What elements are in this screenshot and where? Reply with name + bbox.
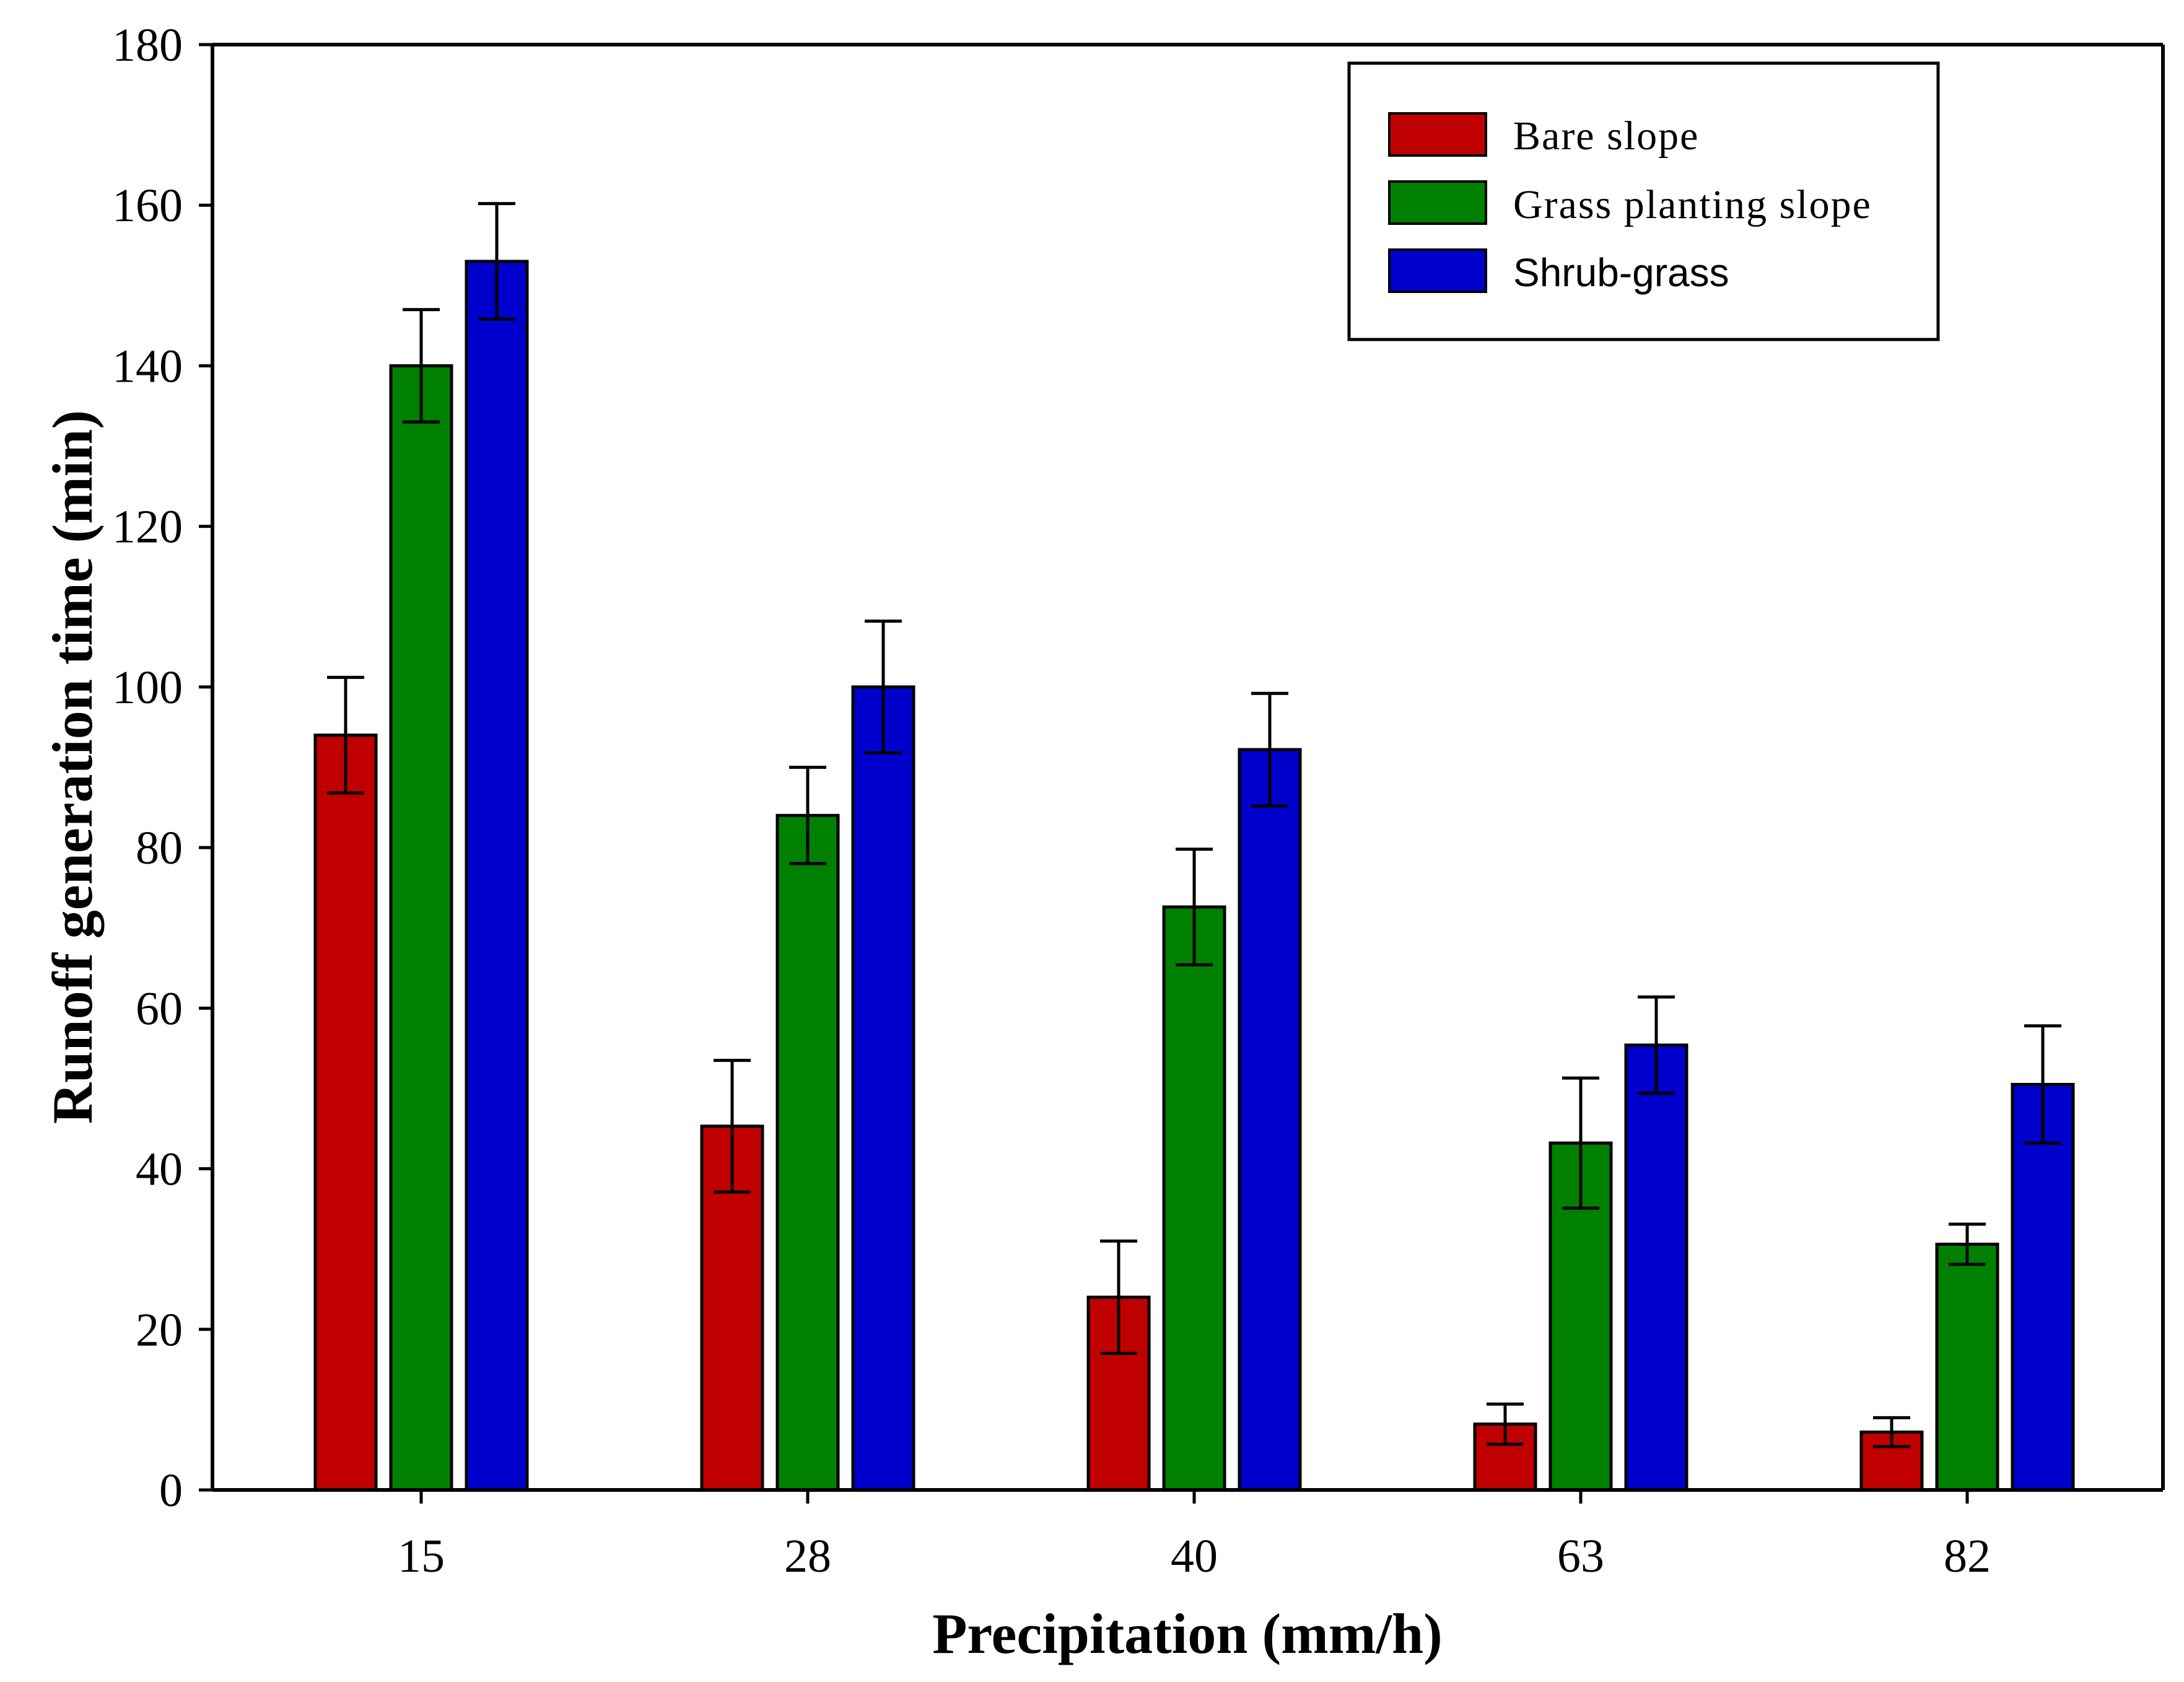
- error-bar-grass-planting-slope-15: [403, 308, 440, 424]
- error-bar-bare-slope-15: [327, 675, 364, 795]
- legend-swatch-bare-slope: [1388, 112, 1487, 157]
- error-bar-shrub-grass-40: [1251, 691, 1288, 808]
- error-bar-shrub-grass-28: [865, 620, 902, 755]
- error-bar-shrub-grass-63: [1638, 995, 1675, 1095]
- error-bar-grass-planting-slope-82: [1949, 1222, 1986, 1266]
- error-bar-grass-planting-slope-28: [789, 766, 826, 865]
- axes-layer: [211, 43, 2165, 1492]
- x-tick-label: 82: [1944, 1530, 1991, 1582]
- y-tick-label: 20: [136, 1304, 183, 1356]
- error-bar-bare-slope-28: [714, 1059, 751, 1194]
- y-axis-title: Runoff generation time (min): [41, 410, 104, 1124]
- error-bar-bare-slope-82: [1873, 1416, 1910, 1448]
- error-bars-layer: [327, 202, 2061, 1448]
- x-tick-label: 28: [784, 1530, 831, 1582]
- y-tick-label: 0: [159, 1465, 183, 1517]
- y-tick-label: 180: [112, 19, 183, 71]
- bar-shrub-grass-28: [851, 685, 915, 1492]
- error-bar-bare-slope-63: [1487, 1402, 1524, 1446]
- legend-label-grass-planting-slope: Grass planting slope: [1513, 182, 1872, 227]
- bar-shrub-grass-15: [465, 260, 529, 1492]
- y-tick-label: 40: [136, 1144, 183, 1196]
- bar-shrub-grass-40: [1238, 748, 1302, 1492]
- y-tick-label: 140: [112, 340, 183, 392]
- x-axis-title: Precipitation (mm/h): [932, 1602, 1443, 1665]
- x-ticks: 15 28 40 63 82: [398, 1490, 1991, 1582]
- y-tick-label: 100: [112, 662, 183, 714]
- error-bar-shrub-grass-82: [2024, 1024, 2061, 1145]
- y-tick-label: 80: [136, 822, 183, 874]
- x-tick-label: 40: [1171, 1530, 1218, 1582]
- y-tick-label: 60: [136, 983, 183, 1035]
- legend-label-bare-slope: Bare slope: [1513, 113, 1699, 159]
- legend-swatch-shrub-grass: [1388, 248, 1487, 293]
- error-bar-shrub-grass-15: [478, 202, 515, 321]
- error-bar-bare-slope-40: [1100, 1239, 1137, 1356]
- bar-grass-planting-slope-15: [389, 364, 453, 1492]
- error-bar-grass-planting-slope-40: [1176, 848, 1213, 966]
- bar-grass-planting-slope-82: [1935, 1242, 1999, 1492]
- y-tick-label: 120: [112, 501, 183, 553]
- bar-bare-slope-15: [313, 734, 378, 1492]
- legend-label-shrub-grass: Shrub-grass: [1513, 250, 1729, 295]
- bar-bare-slope-28: [700, 1124, 764, 1492]
- error-bar-grass-planting-slope-63: [1562, 1076, 1599, 1210]
- y-ticks: 0 20 40 60 80 100 120 140 160 180: [112, 19, 212, 1517]
- bar-shrub-grass-82: [2011, 1082, 2075, 1492]
- legend-swatch-grass-planting-slope: [1388, 180, 1487, 225]
- x-tick-label: 63: [1557, 1530, 1604, 1582]
- x-tick-label: 15: [398, 1530, 445, 1582]
- bar-grass-planting-slope-40: [1162, 905, 1226, 1492]
- bar-grass-planting-slope-28: [775, 813, 840, 1492]
- y-tick-label: 160: [112, 180, 183, 232]
- bar-shrub-grass-63: [1624, 1043, 1688, 1492]
- legend: Bare slope Grass planting slope Shrub-gr…: [1347, 61, 1940, 341]
